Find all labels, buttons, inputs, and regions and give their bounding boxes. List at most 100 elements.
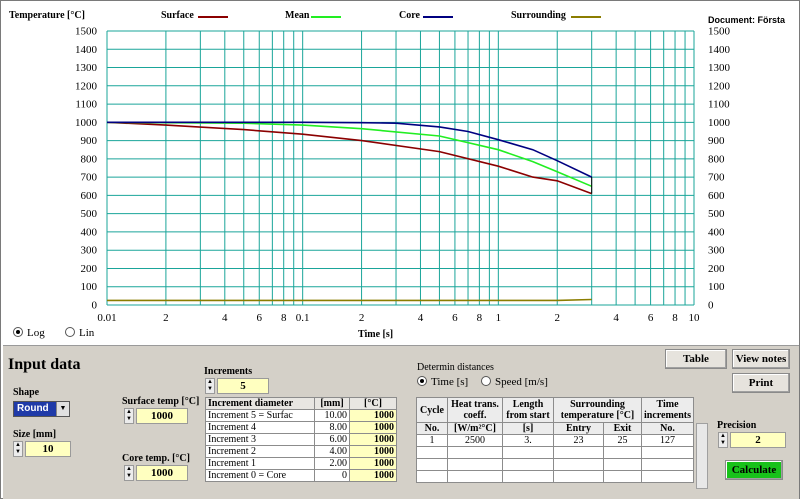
table-cell-input[interactable]: 1000: [349, 469, 397, 482]
table-row[interactable]: Increment 1 2.00 1000: [205, 457, 397, 470]
table-cell[interactable]: [603, 470, 642, 483]
legend-core-swatch: [423, 16, 453, 18]
table-cell[interactable]: 1: [416, 434, 448, 447]
core-temp-label: Core temp. [°C]: [122, 453, 190, 464]
table-cell-input[interactable]: 1000: [349, 445, 397, 458]
increment-table-header: Increment diameter [mm] [°C]: [205, 397, 397, 410]
cycle-table: Cycle Heat trans. coeff. Length from sta…: [416, 397, 695, 483]
y-tick-label-right: 1300: [708, 62, 731, 74]
table-cell[interactable]: 23: [553, 434, 604, 447]
cycle-table-scrollbar[interactable]: [696, 423, 708, 489]
chevron-down-icon[interactable]: ▼: [56, 402, 69, 416]
table-cell[interactable]: 2500: [447, 434, 503, 447]
table-row[interactable]: Increment 2 4.00 1000: [205, 445, 397, 458]
size-input[interactable]: 10: [25, 441, 71, 457]
table-cell[interactable]: 127: [640, 434, 695, 447]
table-row[interactable]: [416, 458, 695, 471]
y-tick-label-left: 1500: [75, 26, 98, 38]
increment-table: Increment diameter [mm] [°C] Increment 5…: [205, 397, 397, 482]
distance-time-radio[interactable]: Time [s]: [417, 376, 468, 388]
x-axis-label: Time [s]: [358, 329, 394, 340]
increments-label: Increments: [204, 366, 253, 377]
core-temp-spinner[interactable]: ▲ ▼: [124, 465, 134, 481]
table-cell: 4.00: [314, 445, 350, 458]
table-cell[interactable]: [603, 458, 642, 471]
table-cell[interactable]: [416, 458, 448, 471]
table-cell[interactable]: [640, 470, 695, 483]
table-cell[interactable]: [553, 446, 604, 459]
shape-select[interactable]: Round ▼: [13, 401, 70, 417]
table-cell-input[interactable]: 1000: [349, 457, 397, 470]
table-cell[interactable]: [447, 458, 503, 471]
table-cell[interactable]: [640, 446, 695, 459]
header-cell: Increment diameter: [205, 397, 315, 410]
y-tick-label-left: 1200: [75, 80, 98, 92]
table-button[interactable]: Table: [665, 349, 727, 369]
table-cell: Increment 3: [205, 433, 315, 446]
y-tick-label-left: 1000: [75, 117, 98, 129]
x-tick-label: 4: [222, 312, 228, 324]
y-tick-label-left: 500: [81, 208, 98, 220]
table-cell[interactable]: 3.: [502, 434, 554, 447]
y-tick-label-right: 400: [708, 226, 725, 238]
shape-label: Shape: [13, 387, 40, 398]
table-row[interactable]: Increment 3 6.00 1000: [205, 433, 397, 446]
y-tick-label-right: 300: [708, 245, 725, 257]
table-cell-input[interactable]: 1000: [349, 409, 397, 422]
header-cell: No.: [416, 422, 448, 435]
table-cell-input[interactable]: 1000: [349, 421, 397, 434]
table-cell[interactable]: [447, 470, 503, 483]
legend-surrounding-label: Surrounding: [511, 10, 566, 21]
table-row[interactable]: [416, 470, 695, 483]
table-cell[interactable]: [502, 470, 554, 483]
table-cell-input[interactable]: 1000: [349, 433, 397, 446]
table-cell[interactable]: [603, 446, 642, 459]
print-button[interactable]: Print: [732, 373, 790, 393]
scale-log-radio[interactable]: Log: [13, 327, 45, 339]
precision-spinner[interactable]: ▲ ▼: [718, 432, 728, 448]
distance-time-label: Time [s]: [431, 376, 469, 388]
table-cell[interactable]: [502, 458, 554, 471]
surface-temp-spinner[interactable]: ▲ ▼: [124, 408, 134, 424]
view-notes-button[interactable]: View notes: [732, 349, 790, 369]
table-cell[interactable]: [416, 470, 448, 483]
y-tick-label-left: 1100: [75, 99, 97, 111]
cycle-table-header: Cycle Heat trans. coeff. Length from sta…: [416, 397, 695, 423]
table-row[interactable]: [416, 446, 695, 459]
table-cell[interactable]: [416, 446, 448, 459]
surface-temp-input[interactable]: 1000: [136, 408, 188, 424]
x-tick-label: 4: [613, 312, 619, 324]
calculate-button[interactable]: Calculate: [725, 460, 783, 480]
increments-spinner[interactable]: ▲ ▼: [205, 378, 215, 394]
distance-speed-radio[interactable]: Speed [m/s]: [481, 376, 548, 388]
header-cell: [mm]: [314, 397, 350, 410]
table-cell: 0: [314, 469, 350, 482]
table-cell[interactable]: [553, 470, 604, 483]
y-tick-label-left: 0: [92, 300, 98, 312]
y-tick-label-left: 100: [81, 281, 98, 293]
header-cell: Time increments: [640, 397, 695, 423]
table-cell[interactable]: [640, 458, 695, 471]
cycle-table-subheader: No. [W/m²°C] [s] Entry Exit No.: [416, 422, 695, 435]
precision-input[interactable]: 2: [730, 432, 786, 448]
scale-lin-radio[interactable]: Lin: [65, 327, 94, 339]
precision-label: Precision: [717, 420, 757, 431]
table-cell[interactable]: [447, 446, 503, 459]
header-cell: [W/m²°C]: [447, 422, 503, 435]
increments-input[interactable]: 5: [217, 378, 269, 394]
table-cell: Increment 0 = Core: [205, 469, 315, 482]
table-cell[interactable]: [553, 458, 604, 471]
table-row[interactable]: 1 2500 3. 23 25 127: [416, 434, 695, 447]
table-row[interactable]: Increment 4 8.00 1000: [205, 421, 397, 434]
table-cell[interactable]: [502, 446, 554, 459]
y-tick-label-right: 1500: [708, 26, 731, 38]
core-temp-input[interactable]: 1000: [136, 465, 188, 481]
table-cell[interactable]: 25: [603, 434, 642, 447]
size-spinner[interactable]: ▲ ▼: [13, 441, 23, 457]
table-row[interactable]: Increment 5 = Surfac 10.00 1000: [205, 409, 397, 422]
table-row[interactable]: Increment 0 = Core 0 1000: [205, 469, 397, 482]
y-tick-label-left: 1300: [75, 62, 98, 74]
x-tick-label: 2: [554, 312, 560, 324]
table-cell: Increment 2: [205, 445, 315, 458]
